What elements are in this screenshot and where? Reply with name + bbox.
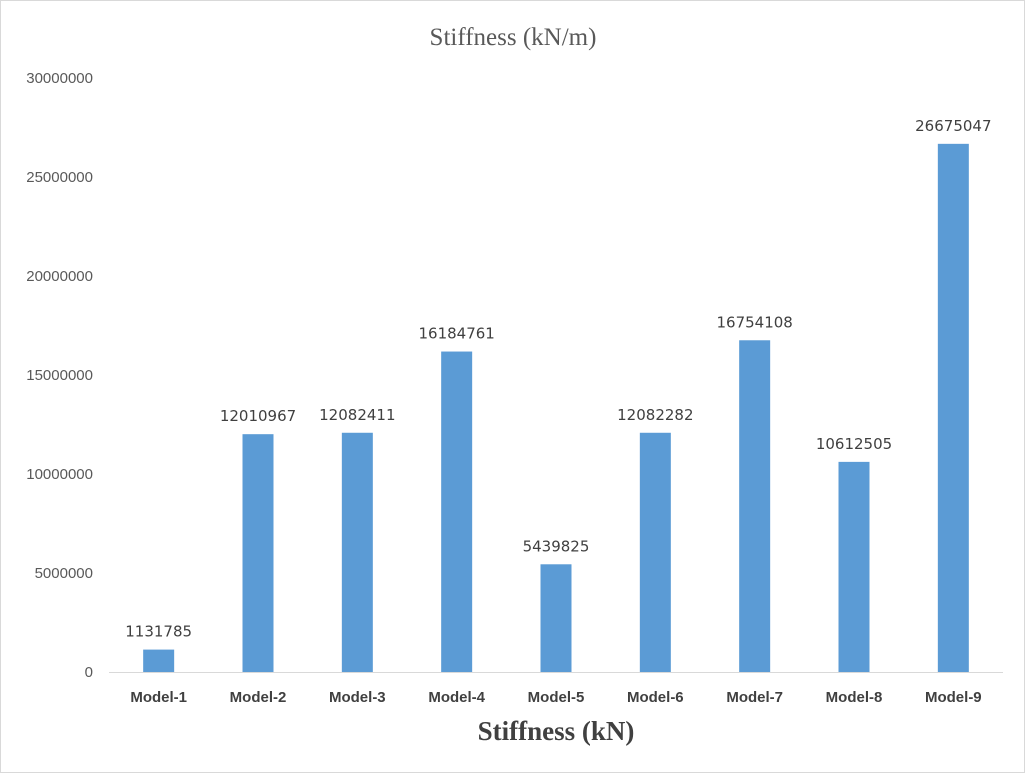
- chart-title: Stiffness (kN/m): [430, 24, 597, 51]
- x-tick-label: Model-3: [329, 689, 386, 706]
- data-label: 12010967: [220, 407, 296, 425]
- y-axis-tick-labels: 0 5000000 10000000 15000000 20000000 25000000…: [26, 70, 93, 681]
- y-tick-label: 5000000: [35, 565, 93, 582]
- y-tick-label: 30000000: [26, 70, 93, 87]
- x-tick-label: Model-1: [130, 689, 187, 706]
- data-label: 16754108: [716, 313, 792, 331]
- bar: [639, 432, 671, 672]
- data-label: 5439825: [523, 537, 590, 555]
- data-label: 10612505: [816, 435, 892, 453]
- y-tick-label: 25000000: [26, 169, 93, 186]
- x-tick-label: Model-8: [826, 689, 883, 706]
- data-label: 1131785: [125, 623, 192, 641]
- bar: [739, 340, 771, 672]
- y-tick-label: 0: [85, 664, 93, 681]
- x-tick-label: Model-2: [230, 689, 287, 706]
- bar: [838, 461, 870, 672]
- x-tick-label: Model-5: [528, 689, 585, 706]
- x-axis-title: Stiffness (kN): [478, 716, 635, 746]
- x-tick-label: Model-7: [726, 689, 783, 706]
- data-label: 26675047: [915, 117, 991, 135]
- bar: [242, 434, 274, 672]
- x-tick-label: Model-9: [925, 689, 982, 706]
- bar: [341, 432, 373, 672]
- x-axis-tick-labels: Model-1 Model-2 Model-3 Model-4 Model-5 Model…: [130, 689, 981, 706]
- bar: [143, 649, 175, 672]
- bar: [937, 143, 969, 672]
- x-tick-label: Model-6: [627, 689, 684, 706]
- x-tick-label: Model-4: [428, 689, 485, 706]
- bar: [540, 564, 572, 672]
- data-labels: 1131785 12010967 12082411 16184761 5439825 12…: [125, 117, 991, 641]
- y-tick-label: 15000000: [26, 367, 93, 384]
- y-tick-label: 10000000: [26, 466, 93, 483]
- bars: [143, 143, 969, 672]
- data-label: 12082411: [319, 406, 395, 424]
- y-tick-label: 20000000: [26, 268, 93, 285]
- data-label: 16184761: [418, 325, 494, 343]
- bar: [441, 351, 473, 672]
- data-label: 12082282: [617, 406, 693, 424]
